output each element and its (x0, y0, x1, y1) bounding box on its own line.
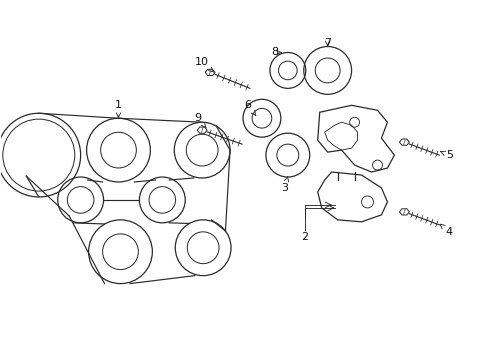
Text: 2: 2 (301, 232, 308, 242)
Text: 1: 1 (115, 100, 122, 117)
Text: 4: 4 (439, 224, 452, 237)
Text: 6: 6 (244, 100, 255, 116)
Text: 3: 3 (281, 177, 288, 193)
Text: 7: 7 (324, 37, 330, 48)
Text: 10: 10 (195, 58, 213, 72)
Text: 8: 8 (271, 48, 281, 58)
Text: 5: 5 (439, 150, 452, 160)
Text: 9: 9 (194, 113, 206, 128)
